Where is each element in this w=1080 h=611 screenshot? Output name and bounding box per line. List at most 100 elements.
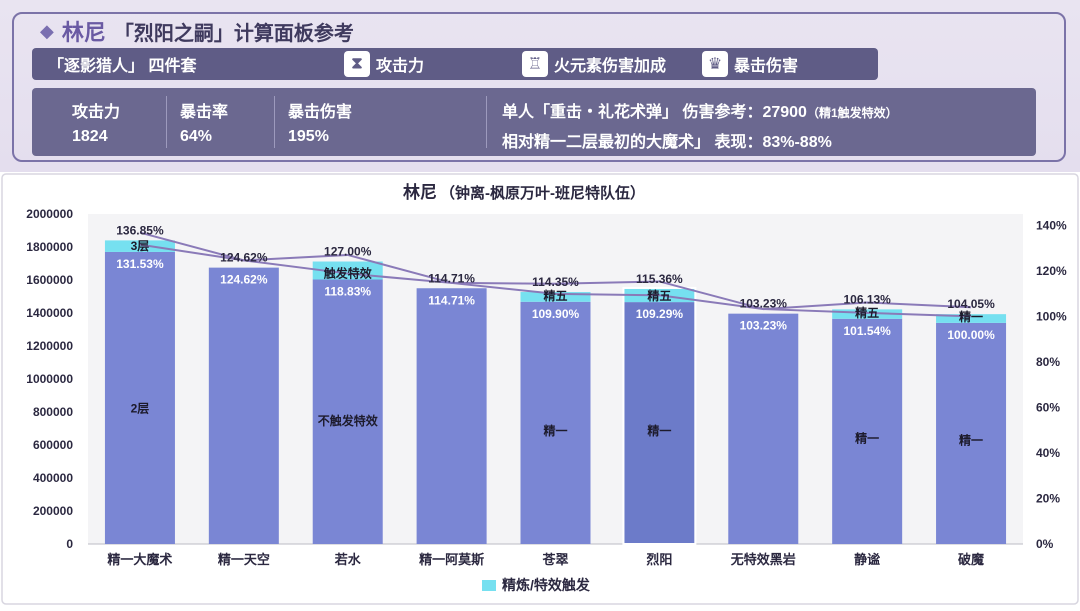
base-annotation: 2层 xyxy=(131,402,150,416)
data-label-high: 115.36% xyxy=(636,272,683,286)
bar-base-8 xyxy=(832,318,903,544)
base-annotation: 精一 xyxy=(543,423,567,438)
hourglass-icon: ⧗ xyxy=(344,51,370,77)
y-tick-label: 1800000 xyxy=(26,240,73,254)
bar-base-6 xyxy=(624,302,695,544)
slot-label: 火元素伤害加成 xyxy=(554,58,667,75)
stat-label-crit-dmg: 暴击伤害 xyxy=(288,104,353,121)
line-low xyxy=(139,243,972,318)
header-panel: ◆ 林尼 「烈阳之嗣」计算面板参考 「逐影猎人」 四件套 ⧗ 攻击力 ♖ 火元素… xyxy=(0,0,1080,172)
y-tick-label: 800000 xyxy=(33,405,73,419)
bar-base-5 xyxy=(520,301,591,544)
x-tick-label: 破魔 xyxy=(958,552,984,567)
y-tick-label: 400000 xyxy=(33,471,73,485)
bar-base-3 xyxy=(312,279,383,544)
stat-label-crit-rate: 暴击率 xyxy=(180,104,229,121)
y-tick-label: 600000 xyxy=(33,438,73,452)
legend-swatch xyxy=(482,580,496,591)
x-tick-label: 精一大魔术 xyxy=(107,552,172,567)
bar-trigger-9 xyxy=(936,314,1007,323)
bar-highlight-outline xyxy=(622,286,697,545)
slot-label: 暴击伤害 xyxy=(734,58,799,75)
y2-tick-label: 100% xyxy=(1036,309,1067,323)
y-tick-label: 0 xyxy=(66,537,73,551)
y-tick-label: 1000000 xyxy=(26,372,73,386)
data-label-high: 136.85% xyxy=(116,223,164,237)
y-tick-label: 1400000 xyxy=(26,306,73,320)
goblet-icon: ♖ xyxy=(522,51,548,77)
bar-base-2 xyxy=(208,267,279,544)
data-label-high: 114.71% xyxy=(428,271,475,285)
bar-base-9 xyxy=(936,322,1007,544)
data-label-low: 109.29% xyxy=(636,307,684,321)
x-tick-label: 烈阳 xyxy=(646,552,672,567)
y2-tick-label: 20% xyxy=(1036,491,1060,505)
x-tick-label: 静谧 xyxy=(854,552,880,567)
divider xyxy=(486,96,487,148)
top-annotation: 精五 xyxy=(543,288,567,303)
y2-tick-label: 80% xyxy=(1036,355,1060,369)
damage-reference: 单人「重击・礼花术弹」 伤害参考：27900（精1触发特效） xyxy=(502,104,898,121)
divider xyxy=(166,96,167,148)
base-annotation: 不触发特效 xyxy=(318,413,379,428)
header-frame xyxy=(12,12,1066,162)
data-label-low: 114.71% xyxy=(428,293,475,307)
stats-panel: 攻击力 1824 暴击率 64% 暴击伤害 195% 单人「重击・礼花术弹」 伤… xyxy=(32,88,1036,156)
diamond-icon: ◆ xyxy=(40,20,54,41)
y2-tick-label: 120% xyxy=(1036,264,1067,278)
data-label-high: 124.62% xyxy=(220,251,268,265)
hero-name: 林尼 xyxy=(61,20,106,45)
top-annotation: 触发特效 xyxy=(324,266,373,281)
legend-label: 精炼/特效触发 xyxy=(502,577,591,593)
divider xyxy=(274,96,275,148)
relative-performance: 相对精一二层最初的大魔术」 表现：83%-88% xyxy=(502,134,832,151)
data-label-low: 103.23% xyxy=(740,319,788,333)
x-tick-label: 无特效黑岩 xyxy=(730,552,796,567)
chart-subtitle: （钟离-枫原万叶-班尼特队伍） xyxy=(440,184,645,202)
y-tick-label: 1200000 xyxy=(26,339,73,353)
data-label-high: 127.00% xyxy=(324,245,372,259)
stat-value-crit-rate: 64% xyxy=(180,128,213,145)
page-title: ◆ 林尼 「烈阳之嗣」计算面板参考 xyxy=(40,14,354,48)
top-annotation: 3层 xyxy=(131,239,150,253)
set-name: 「逐影猎人」 四件套 xyxy=(48,58,197,75)
x-tick-label: 苍翠 xyxy=(541,552,568,567)
bar-base-4 xyxy=(416,288,487,544)
data-label-high: 103.23% xyxy=(740,297,788,311)
damage-chart: 林尼 （钟离-枫原万叶-班尼特队伍） 精一大魔术 136.85% 3层 131.53%… xyxy=(1,173,1079,605)
y-tick-label: 1600000 xyxy=(26,273,73,287)
title-text: 「烈阳之嗣」计算面板参考 xyxy=(113,22,354,45)
bar-trigger-1 xyxy=(104,240,175,252)
top-annotation: 精一 xyxy=(959,309,983,324)
slot-label: 攻击力 xyxy=(376,58,425,75)
y2-tick-label: 40% xyxy=(1036,446,1060,460)
y2-tick-label: 140% xyxy=(1036,218,1067,232)
base-annotation: 精一 xyxy=(647,423,671,438)
y-tick-label: 2000000 xyxy=(26,207,73,221)
y2-tick-label: 0% xyxy=(1036,537,1054,551)
data-label-low: 101.54% xyxy=(843,324,891,338)
x-tick-label: 精一天空 xyxy=(218,552,270,567)
data-label-high: 114.35% xyxy=(532,275,579,289)
damage-note: （精1触发特效） xyxy=(806,106,898,120)
bar-trigger-5 xyxy=(520,292,591,302)
line-high xyxy=(139,231,972,311)
stat-value-crit-dmg: 195% xyxy=(288,128,329,145)
bar-trigger-8 xyxy=(832,309,903,319)
crown-icon: ♛ xyxy=(702,51,728,77)
y-tick-label: 200000 xyxy=(33,504,73,518)
slot-sands: ⧗ 攻击力 xyxy=(344,51,424,77)
slot-circlet: ♛ 暴击伤害 xyxy=(702,51,798,77)
chart-title: 林尼 xyxy=(403,182,437,202)
data-label-low: 118.83% xyxy=(324,285,371,299)
stat-label-atk: 攻击力 xyxy=(72,104,121,121)
x-tick-label: 若水 xyxy=(334,552,362,567)
top-annotation: 精五 xyxy=(855,305,879,320)
x-tick-label: 精一阿莫斯 xyxy=(419,552,484,567)
base-annotation: 精一 xyxy=(959,433,983,448)
slot-goblet: ♖ 火元素伤害加成 xyxy=(522,51,666,77)
data-label-low: 100.00% xyxy=(947,328,995,342)
data-label-low: 124.62% xyxy=(220,273,268,287)
y2-tick-label: 60% xyxy=(1036,400,1060,414)
top-annotation: 精五 xyxy=(647,288,671,303)
